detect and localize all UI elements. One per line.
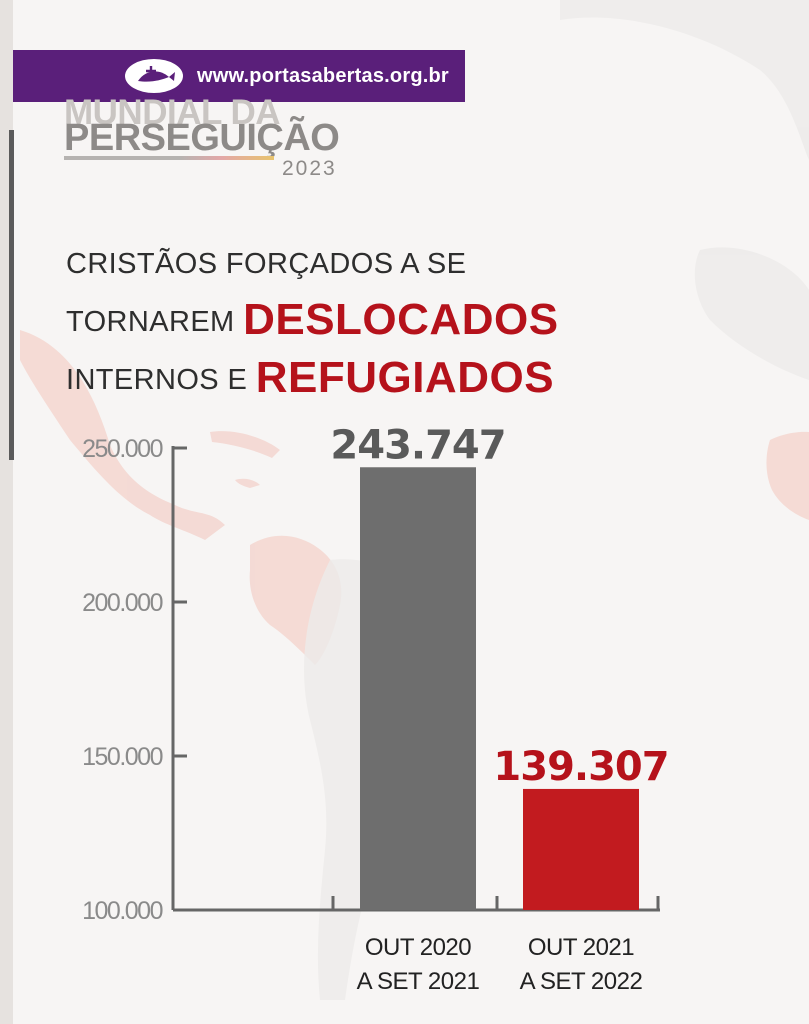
bar-value-label: 139.307 (493, 744, 668, 790)
headline-line3: INTERNOS E REFUGIADOS (66, 350, 766, 408)
website-url[interactable]: www.portasabertas.org.br (197, 65, 449, 87)
caribbean-shape (210, 431, 280, 458)
brand-year: 2023 (282, 157, 337, 180)
headline-line2: TORNAREM DESLOCADOS (66, 292, 766, 350)
brand-block: MUNDIAL DA PERSEGUIÇÃO 2023 (64, 98, 354, 180)
central-america-shape (20, 330, 225, 540)
brand-title-line2: PERSEGUIÇÃO (64, 117, 340, 159)
cuba-shape (235, 478, 260, 488)
left-edge-shadow (9, 130, 14, 460)
brand-underline (64, 156, 274, 160)
north-region-shape (560, 0, 809, 160)
headline: CRISTÃOS FORÇADOS A SE TORNAREM DESLOCAD… (66, 236, 766, 408)
bar (523, 788, 639, 910)
y-tick-label: 250.000 (82, 435, 162, 463)
y-tick-label: 150.000 (82, 743, 162, 771)
europe-shape (694, 247, 809, 380)
x-category-label: A SET 2022 (520, 968, 643, 995)
headline-line1: CRISTÃOS FORÇADOS A SE (66, 248, 467, 280)
headline-line3-prefix: INTERNOS E (66, 364, 256, 396)
x-category-label: OUT 2020 (365, 934, 471, 961)
x-category-label: OUT 2021 (528, 934, 634, 961)
africa-edge-shape (766, 431, 809, 520)
header-banner: www.portasabertas.org.br (13, 50, 465, 102)
y-tick-label: 200.000 (82, 589, 162, 617)
headline-line2-prefix: TORNAREM (66, 306, 244, 338)
headline-highlight-refugees: REFUGIADOS (255, 353, 555, 402)
x-category-label: A SET 2021 (357, 968, 480, 995)
open-doors-logo-icon (125, 59, 183, 93)
bar (360, 467, 476, 910)
brand-title-line1: MUNDIAL DA (64, 98, 281, 128)
y-tick-label: 100.000 (82, 897, 162, 925)
bar-chart: 100.000 150.000 200.000 250.000 243.747 OUT 2… (82, 422, 669, 995)
headline-highlight-displaced: DESLOCADOS (243, 295, 559, 344)
bar-value-label: 243.747 (330, 422, 505, 468)
